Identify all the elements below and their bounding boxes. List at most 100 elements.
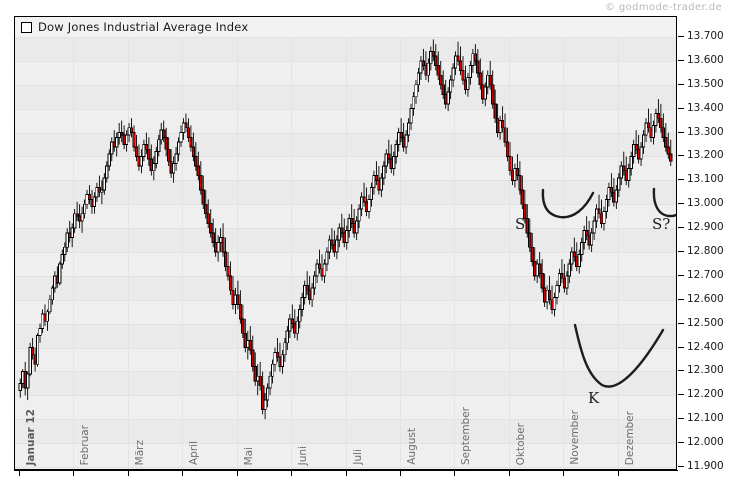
y-axis-tick [678,155,684,156]
y-axis-label: 12.500 [687,316,724,329]
gridline [15,467,676,468]
y-axis-label: 13.200 [687,149,724,162]
y-axis-tick [678,108,684,109]
gridline [15,204,676,205]
x-axis-tick [73,470,74,476]
y-axis-tick [678,299,684,300]
gridline [15,276,676,277]
y-axis-tick [678,323,684,324]
annotation-label-right-shoulder: S? [652,215,671,233]
y-axis-tick [678,251,684,252]
month-divider [73,17,74,469]
gridline [15,371,676,372]
y-axis-tick [678,466,684,467]
y-axis-tick [678,370,684,371]
month-divider [454,17,455,469]
y-axis-label: 13.400 [687,101,724,114]
page-title: Dow Jones Industrial Average Index [38,20,249,34]
y-axis-label: 12.800 [687,245,724,257]
annotation-layer [541,187,676,388]
y-axis-tick [678,442,684,443]
background-band [15,37,676,61]
y-axis-tick [678,227,684,228]
x-axis-tick [618,470,619,476]
y-axis-label: 11.900 [687,460,724,472]
y-axis-label: 12.300 [687,364,724,377]
watermark: © godmode-trader.de [604,2,722,13]
y-axis-label: 12.000 [687,436,724,449]
gridline [15,419,676,420]
x-axis-tick [509,470,510,476]
y-axis-label: 13.300 [687,125,724,138]
y-axis-label: 13.100 [687,173,724,186]
gridline [15,133,676,134]
x-axis-tick [291,470,292,476]
gridline [15,85,676,86]
y-axis-tick [678,179,684,180]
y-axis-label: 13.500 [687,77,724,90]
gridline [15,324,676,325]
month-divider [618,17,619,469]
month-divider [291,17,292,469]
gridline [15,156,676,157]
plot-area: Dow Jones Industrial Average Index S K S? J… [14,16,677,470]
chart-title-strip [15,17,676,37]
x-axis-tick [454,470,455,476]
annotation-label-left-shoulder: S [515,215,526,233]
y-axis: 13.700 13.600 13.500 13.400 13.300 13.200 13.1… [678,16,730,472]
x-axis-tick [346,470,347,476]
gridline [15,180,676,181]
gridline [15,61,676,62]
background-band [15,419,676,444]
y-axis-tick [678,132,684,133]
y-axis-tick [678,394,684,395]
y-axis-tick [678,347,684,348]
checkbox-square-icon[interactable] [21,21,32,33]
y-axis-label: 12.600 [687,292,724,305]
background-band [15,371,676,396]
y-axis-label: 13.000 [687,197,724,210]
month-divider [509,17,510,469]
annotation-label-head: K [588,389,600,407]
background-band [15,84,676,109]
y-axis-tick [678,60,684,61]
y-axis-label: 12.200 [687,388,724,401]
y-axis-label: 12.900 [687,221,724,234]
gridline [15,348,676,349]
background-band [15,275,676,300]
gridline [15,300,676,301]
y-axis-tick [678,275,684,276]
chart-legend: Dow Jones Industrial Average Index [21,19,248,35]
x-axis-tick [400,470,401,476]
gridline [15,252,676,253]
gridline [15,443,676,444]
x-axis [14,470,678,481]
gridline [15,395,676,396]
month-divider [237,17,238,469]
month-divider [128,17,129,469]
month-divider [400,17,401,469]
y-axis-label: 12.100 [687,412,724,425]
background-band [15,323,676,348]
gridline [15,228,676,229]
gridline [15,37,676,38]
x-axis-tick [19,470,20,476]
x-axis-tick [182,470,183,476]
x-axis-tick [563,470,564,476]
y-axis-tick [678,84,684,85]
y-axis-tick [678,203,684,204]
x-axis-tick [237,470,238,476]
x-axis-tick [128,470,129,476]
y-axis-label: 12.400 [687,340,724,353]
month-divider [563,17,564,469]
y-axis-label: 12.700 [687,268,724,281]
month-divider [182,17,183,469]
y-axis-tick [678,418,684,419]
candlestick-series [18,39,673,420]
y-axis-tick [678,36,684,37]
y-axis-label: 13.600 [687,53,724,66]
y-axis-label: 13.700 [687,30,724,42]
gridline [15,109,676,110]
background-band [15,180,676,205]
